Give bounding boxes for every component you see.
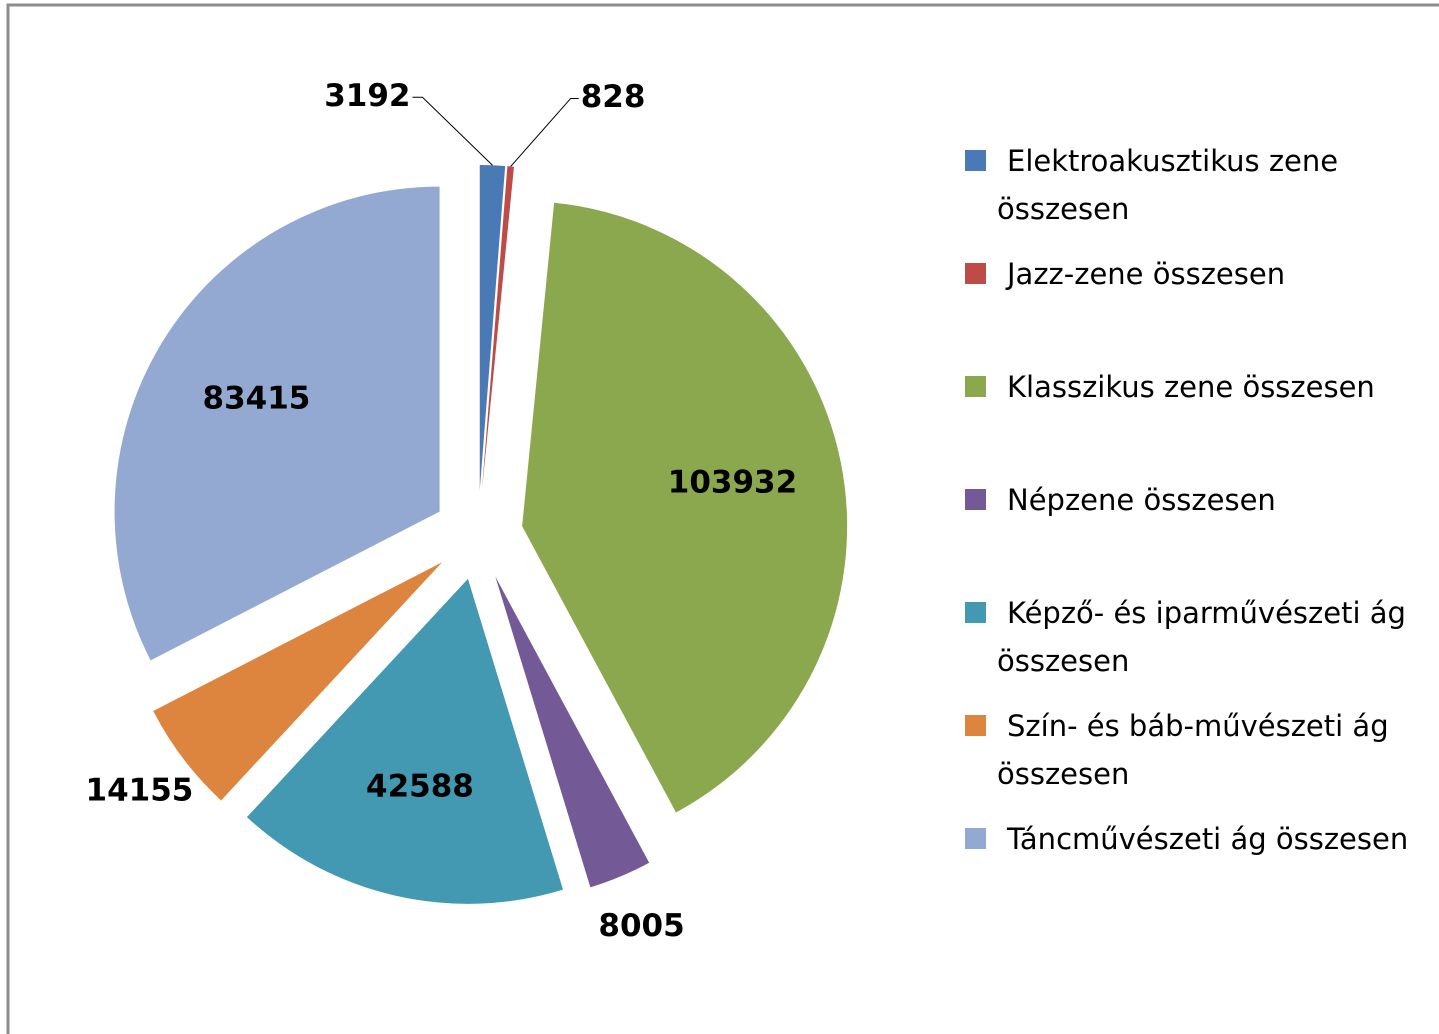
pie-slice <box>114 186 440 661</box>
data-label: 828 <box>581 79 646 115</box>
legend-label: Képző- és iparművészeti ág összesen <box>997 596 1406 678</box>
legend-label: Elektroakusztikus zene összesen <box>997 144 1339 226</box>
pie-slice <box>153 562 443 801</box>
data-label: 8005 <box>598 908 684 944</box>
data-label: 14155 <box>86 772 194 808</box>
legend-label: Szín- és báb-művészeti ág összesen <box>997 709 1389 791</box>
pie-slice <box>495 576 650 888</box>
legend-label: Jazz-zene összesen <box>1007 257 1286 291</box>
pie-slice <box>246 578 564 904</box>
legend-swatch <box>965 489 986 510</box>
leader-line <box>510 97 579 167</box>
legend-swatch <box>965 715 986 736</box>
data-label: 83415 <box>203 380 311 416</box>
data-label: 3192 <box>324 78 410 114</box>
data-label: 103932 <box>668 465 797 501</box>
legend-label: Klasszikus zene összesen <box>1007 370 1375 404</box>
pie-slice <box>481 166 514 491</box>
legend-label: Népzene összesen <box>1007 483 1276 517</box>
data-label: 42588 <box>366 768 474 804</box>
legend-swatch <box>965 263 986 284</box>
legend-swatch <box>965 150 986 171</box>
legend-swatch <box>965 828 986 849</box>
leader-line <box>412 96 493 166</box>
pie-slice <box>479 165 506 491</box>
pie-slice <box>522 202 848 813</box>
legend-swatch <box>965 376 986 397</box>
frame <box>6 3 1439 1034</box>
legend-label: Táncművészeti ág összesen <box>1007 822 1409 856</box>
legend-swatch <box>965 602 986 623</box>
